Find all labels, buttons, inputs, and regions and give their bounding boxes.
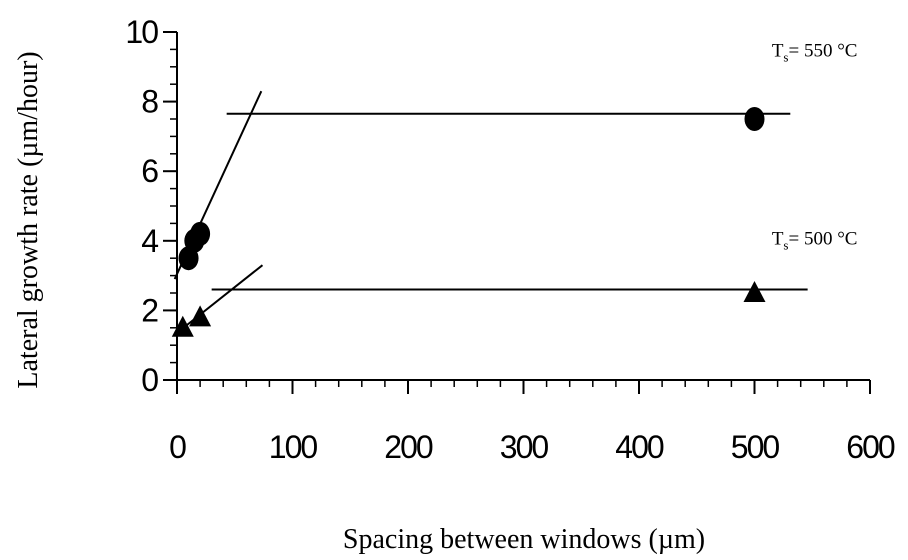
y-tick-label: 2 (141, 292, 158, 328)
y-tick-label: 10 (125, 14, 158, 50)
point (189, 305, 212, 327)
y-axis-label: Lateral growth rate (µm/hour) (13, 51, 44, 388)
x-tick-label: 0 (169, 429, 186, 465)
x-tick-label: 400 (615, 429, 664, 465)
x-tick-label: 600 (846, 429, 895, 465)
x-axis-label: Spacing between windows (µm) (343, 524, 705, 555)
annotation-part: s (783, 237, 788, 252)
annotation-part: T (772, 228, 784, 249)
fit-line (174, 264, 264, 336)
annotation-part: = 500 °C (788, 228, 857, 249)
annotation: Ts= 500 °C (772, 228, 858, 252)
y-tick-label: 0 (141, 362, 158, 398)
x-tick-label: 100 (269, 429, 318, 465)
point (171, 315, 194, 337)
point (743, 281, 766, 302)
point (190, 221, 211, 246)
y-tick-label: 4 (141, 223, 158, 259)
y-tick-label: 6 (141, 153, 158, 189)
annotation-part: T (772, 40, 784, 61)
annotation-part: s (783, 49, 788, 64)
y-tick-label: 8 (141, 84, 158, 120)
annotation-part: = 550 °C (788, 40, 857, 61)
x-tick-label: 500 (731, 429, 780, 465)
x-tick-label: 200 (384, 429, 433, 465)
point (744, 107, 765, 131)
x-tick-label: 300 (500, 429, 549, 465)
annotation: Ts= 550 °C (772, 40, 858, 64)
